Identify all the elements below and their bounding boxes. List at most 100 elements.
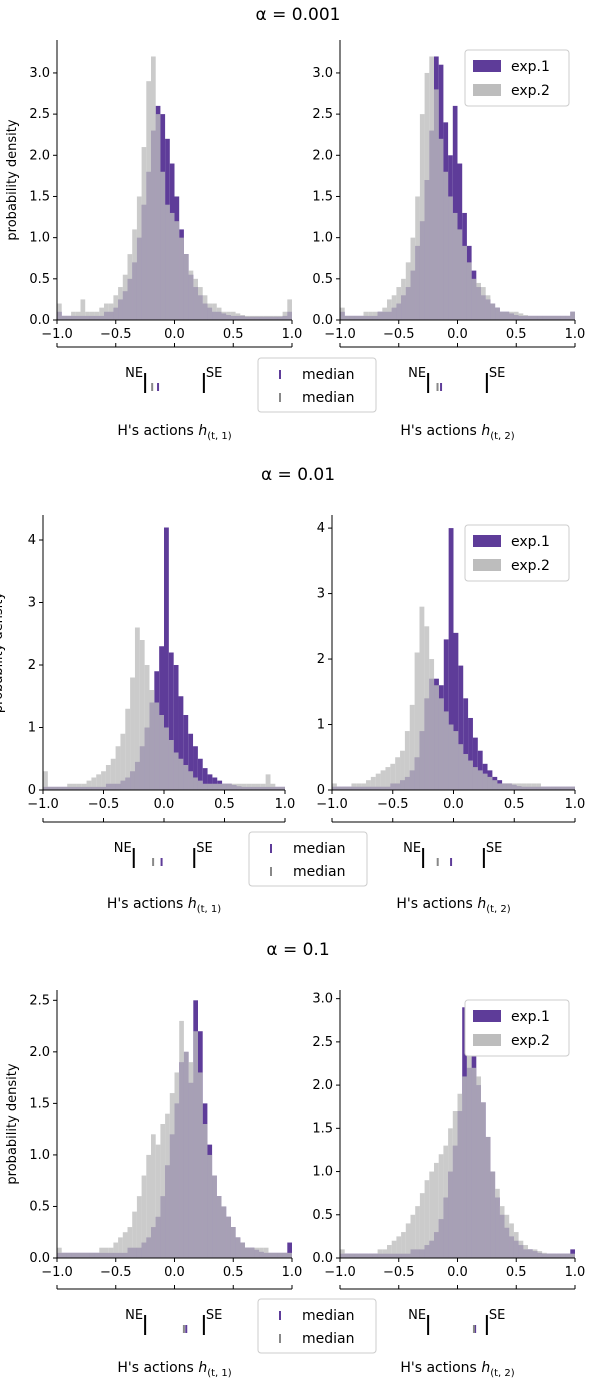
bar bbox=[466, 1050, 472, 1258]
bar bbox=[542, 1252, 547, 1258]
bar bbox=[443, 1145, 449, 1258]
bar bbox=[165, 1113, 170, 1258]
bar bbox=[438, 698, 444, 790]
bar bbox=[230, 1227, 236, 1258]
bar bbox=[99, 1247, 104, 1258]
bar bbox=[396, 287, 402, 320]
bar bbox=[400, 750, 405, 790]
se-label: SE bbox=[206, 366, 222, 381]
bar bbox=[462, 1076, 467, 1258]
legend-label: exp.2 bbox=[511, 83, 550, 99]
bar bbox=[457, 229, 463, 320]
bar bbox=[89, 1252, 95, 1258]
y-tick-label: 0.5 bbox=[312, 272, 333, 287]
bar bbox=[466, 262, 472, 320]
title-alpha-0-001: α = 0.001 bbox=[256, 5, 341, 25]
bar bbox=[104, 1247, 109, 1258]
y-tick-label: 2 bbox=[28, 658, 36, 673]
x-axis-label-prefix: H's actions bbox=[117, 1360, 198, 1376]
bar bbox=[249, 315, 255, 320]
legend-label: exp.1 bbox=[511, 59, 550, 75]
bar bbox=[452, 212, 458, 320]
bar bbox=[207, 783, 213, 790]
bar bbox=[410, 237, 416, 320]
x-axis-label-sub: (t, 1) bbox=[207, 431, 232, 442]
bar bbox=[506, 783, 512, 790]
legend-swatch bbox=[473, 535, 501, 547]
bar bbox=[86, 780, 92, 790]
bar bbox=[555, 786, 561, 790]
bar bbox=[332, 783, 337, 790]
bar bbox=[395, 757, 401, 790]
bar bbox=[249, 1247, 255, 1258]
bar bbox=[565, 786, 571, 790]
bar bbox=[273, 315, 278, 320]
bar bbox=[448, 528, 454, 790]
bar bbox=[240, 1242, 245, 1258]
series-exp2 bbox=[43, 627, 285, 790]
series-exp2 bbox=[332, 606, 575, 790]
bar bbox=[154, 702, 160, 790]
x-tick-label: −1.0 bbox=[324, 1265, 356, 1280]
bar bbox=[358, 315, 364, 320]
bar bbox=[518, 313, 524, 320]
bar bbox=[458, 744, 464, 790]
bar bbox=[183, 715, 189, 790]
panel-2: 0.0 0.5 1.0 1.5 2.0 2.5 3.0 −1.0 −0.5 0.0 0.5 1.0 NE… bbox=[312, 40, 585, 442]
bar bbox=[273, 1252, 278, 1258]
bar bbox=[146, 81, 151, 320]
se-label: SE bbox=[486, 841, 502, 856]
y-tick-label: 1.0 bbox=[29, 1148, 50, 1163]
bar bbox=[390, 763, 396, 790]
bar bbox=[179, 237, 184, 320]
bar bbox=[481, 1102, 486, 1258]
bar bbox=[178, 696, 184, 790]
y-tick-label: 0 bbox=[28, 783, 36, 798]
bar bbox=[349, 315, 355, 320]
y-tick-label: 1.5 bbox=[312, 1121, 333, 1136]
bar bbox=[99, 307, 104, 320]
bar bbox=[424, 626, 430, 790]
bar bbox=[551, 315, 557, 320]
x-tick-label: 1.0 bbox=[565, 327, 586, 342]
legend-swatch bbox=[473, 1010, 501, 1022]
bar bbox=[198, 1072, 203, 1258]
y-tick-label: 2.5 bbox=[312, 1035, 333, 1050]
bar bbox=[85, 1252, 90, 1258]
y-tick-label: 0.5 bbox=[312, 1208, 333, 1223]
bar bbox=[235, 313, 241, 320]
y-tick-label: 2.5 bbox=[312, 107, 333, 122]
bar bbox=[280, 786, 285, 790]
bar bbox=[550, 786, 556, 790]
bar bbox=[462, 245, 467, 320]
bar bbox=[528, 1249, 533, 1258]
bar bbox=[52, 786, 58, 790]
bar bbox=[363, 311, 369, 320]
bar bbox=[495, 307, 500, 320]
bar bbox=[104, 303, 109, 320]
title-alpha-0-1: α = 0.1 bbox=[266, 940, 329, 960]
bar bbox=[66, 315, 72, 320]
bar bbox=[207, 1154, 213, 1258]
y-tick-label: 1 bbox=[317, 718, 325, 733]
bar bbox=[216, 1196, 222, 1258]
bar bbox=[57, 303, 62, 320]
bar bbox=[372, 1253, 378, 1258]
bar bbox=[556, 1253, 561, 1258]
bar bbox=[198, 287, 203, 320]
median-legend-box bbox=[257, 357, 377, 413]
bar bbox=[497, 783, 503, 790]
bar bbox=[429, 1171, 434, 1258]
legend-label: exp.2 bbox=[511, 1033, 550, 1049]
bar bbox=[354, 315, 359, 320]
bar bbox=[472, 767, 478, 790]
x-tick-label: 1.0 bbox=[565, 1265, 586, 1280]
x-tick-label: −0.5 bbox=[100, 1265, 132, 1280]
series-exp2 bbox=[57, 56, 292, 321]
bar bbox=[183, 1051, 189, 1258]
x-axis-label-sub: (t, 2) bbox=[490, 431, 515, 442]
bar bbox=[415, 196, 420, 320]
bar bbox=[471, 278, 477, 320]
bar bbox=[254, 315, 260, 320]
y-tick-label: 2.0 bbox=[312, 1078, 333, 1093]
